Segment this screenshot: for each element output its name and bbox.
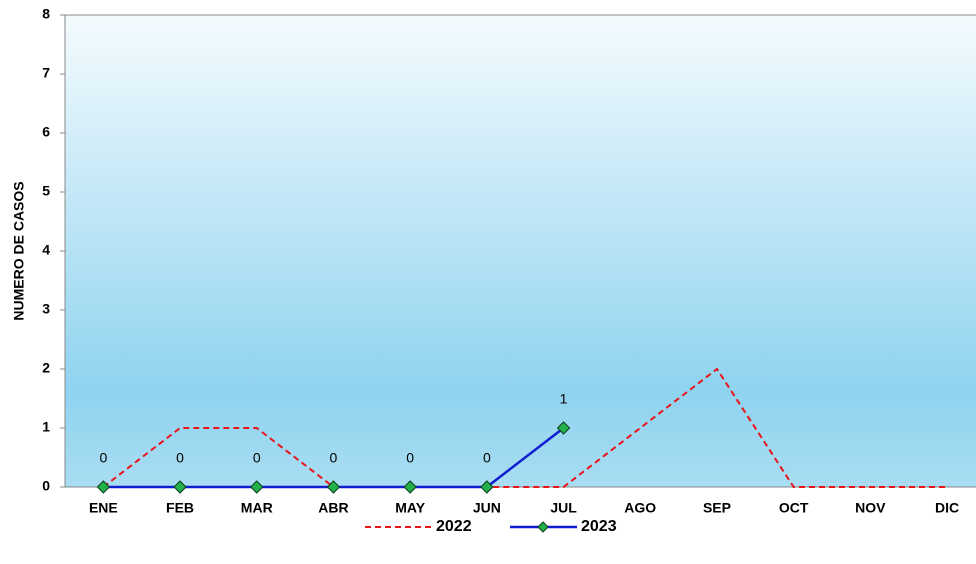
y-tick-label: 8	[42, 6, 50, 22]
data-label: 1	[560, 391, 568, 407]
data-label: 0	[176, 450, 184, 466]
legend-marker	[537, 521, 549, 533]
legend-label: 2022	[436, 518, 472, 535]
marker	[480, 480, 494, 494]
marker	[556, 421, 571, 435]
plot-area	[64, 14, 976, 488]
x-tick-label: FEB	[166, 500, 194, 516]
data-label: 0	[253, 450, 261, 466]
marker	[326, 480, 341, 494]
y-tick-label: 3	[42, 301, 50, 317]
marker	[96, 480, 111, 494]
y-tick-label: 4	[42, 242, 50, 258]
x-tick-label: DIC	[935, 500, 959, 516]
x-tick-label: AGO	[624, 500, 656, 516]
series-line	[102, 367, 948, 488]
x-tick-label: MAY	[395, 500, 425, 516]
data-label: 0	[330, 450, 338, 466]
x-tick-label: SEP	[703, 500, 731, 516]
y-tick-label: 6	[42, 124, 50, 140]
data-label: 0	[406, 450, 414, 466]
y-tick-label: 7	[42, 65, 50, 81]
x-tick-label: MAR	[241, 500, 273, 516]
x-tick-label: NOV	[855, 500, 886, 516]
y-tick-label: 1	[42, 419, 50, 435]
y-tick-label: 0	[42, 478, 50, 494]
marker	[250, 480, 264, 494]
marker	[173, 480, 187, 494]
data-label: 0	[483, 450, 491, 466]
legend-label: 2023	[581, 518, 617, 535]
y-tick-label: 5	[42, 183, 50, 199]
x-tick-label: ABR	[318, 500, 348, 516]
x-tick-label: OCT	[779, 500, 809, 516]
marker	[403, 480, 417, 494]
x-tick-label: JUN	[473, 500, 501, 516]
x-tick-label: ENE	[89, 500, 118, 516]
y-axis-label: NUMERO DE CASOS	[11, 181, 27, 320]
y-tick-label: 2	[42, 360, 50, 376]
x-tick-label: JUL	[550, 500, 577, 516]
data-label: 0	[99, 450, 107, 466]
